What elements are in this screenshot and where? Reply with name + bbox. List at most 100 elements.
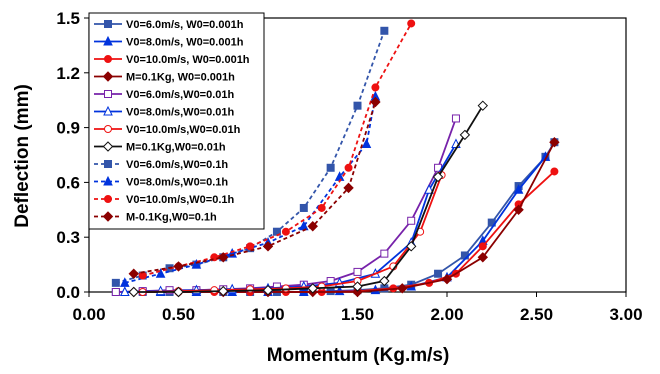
data-point	[119, 286, 130, 296]
legend-item: V0=6.0m/s,W0=0.1h	[94, 159, 228, 171]
legend-label: V0=6.0m/s, W0=0.001h	[126, 19, 244, 31]
legend-label: V0=8.0m/s, W0=0.001h	[126, 37, 244, 49]
data-point	[173, 261, 184, 272]
data-point	[434, 269, 443, 278]
legend-marker	[104, 20, 112, 28]
legend: V0=6.0m/s, W0=0.001h V0=8.0m/s, W0=0.001h…	[88, 12, 265, 230]
data-point	[210, 286, 219, 295]
data-point	[478, 242, 487, 251]
legend-item: V0=10.0m/s,W0=0.01h	[94, 124, 241, 136]
legend-marker	[102, 71, 114, 82]
data-point	[380, 249, 389, 258]
data-point	[371, 83, 380, 92]
data-point	[155, 268, 166, 278]
data-point	[326, 163, 335, 172]
legend-marker	[104, 160, 112, 168]
legend-label: V0=6.0m/s,W0=0.01h	[126, 89, 235, 101]
data-point	[262, 241, 274, 252]
data-point	[405, 241, 417, 252]
data-point	[307, 221, 318, 232]
data-point	[317, 203, 326, 212]
legend-item: M-0.1Kg,W0=0.1h	[94, 211, 217, 224]
data-point	[111, 288, 120, 296]
legend-label: V0=6.0m/s,W0=0.1h	[126, 159, 228, 171]
x-tick-label: 3.00	[609, 305, 642, 324]
series-line	[142, 174, 443, 293]
legend-label: M=0.1Kg,W0=0.01h	[126, 142, 226, 154]
data-point	[119, 277, 130, 287]
legend-marker	[102, 211, 114, 222]
legend-marker	[104, 55, 112, 63]
legend-item: M=0.1Kg,W0=0.01h	[94, 141, 226, 154]
data-point	[299, 203, 308, 212]
data-point	[477, 100, 489, 111]
legend-item: V0=6.0m/s,W0=0.01h	[94, 89, 235, 101]
y-tick-label: 0.3	[56, 228, 80, 247]
data-point	[352, 286, 363, 298]
data-point	[218, 285, 229, 297]
data-point	[441, 274, 453, 285]
data-point	[549, 137, 560, 148]
data-point	[317, 282, 326, 291]
y-axis-title: Deflection (mm)	[12, 84, 33, 228]
legend-label: V0=10.0m/s,W0=0.01h	[126, 124, 241, 136]
data-point	[128, 268, 139, 279]
data-point	[361, 138, 372, 149]
data-point	[424, 184, 434, 194]
data-point	[397, 283, 408, 294]
x-tick-label: 0.50	[162, 305, 195, 324]
data-point	[513, 204, 524, 216]
x-tick-label: 0.00	[72, 305, 105, 324]
legend-marker	[104, 90, 112, 98]
x-tick-label: 1.50	[341, 305, 374, 324]
legend-item: V0=10.0m/s,W0=0.1h	[94, 194, 235, 206]
data-point	[246, 285, 255, 294]
data-point	[407, 216, 416, 225]
legend-marker	[102, 141, 114, 152]
data-point	[432, 171, 444, 183]
data-point	[352, 281, 363, 292]
y-tick-label: 1.5	[56, 9, 80, 28]
data-point	[379, 275, 390, 287]
series-8	[128, 100, 489, 298]
data-point	[307, 283, 318, 294]
legend-label: M=0.1Kg, W0=0.001h	[126, 72, 235, 84]
x-tick-label: 2.00	[430, 305, 463, 324]
data-point	[353, 101, 362, 110]
data-point	[344, 163, 353, 172]
data-point	[353, 267, 362, 276]
y-tick-label: 0.0	[56, 283, 80, 302]
y-axis: 0.0 0.3 0.6 0.9 1.2 1.5	[56, 9, 89, 302]
data-point	[459, 129, 471, 141]
legend-item: V0=6.0m/s, W0=0.001h	[94, 19, 244, 31]
y-tick-label: 0.6	[56, 173, 80, 192]
legend-label: V0=10.0m/s,W0=0.1h	[126, 194, 235, 206]
legend-label: V0=10.0m/s, W0=0.001h	[126, 54, 250, 66]
legend-label: V0=8.0m/s,W0=0.01h	[126, 107, 235, 119]
legend-item: M=0.1Kg, W0=0.001h	[94, 71, 235, 84]
data-point	[550, 167, 559, 176]
data-point	[451, 114, 460, 123]
data-point	[111, 278, 120, 287]
legend-item: V0=8.0m/s,W0=0.1h	[94, 175, 228, 189]
x-axis: 0.00 0.50 1.00 1.50 2.00 2.50 3.00	[72, 292, 643, 324]
x-tick-label: 2.50	[520, 305, 553, 324]
legend-marker	[104, 125, 112, 133]
data-point	[380, 26, 389, 35]
series-12	[128, 96, 381, 279]
data-point	[246, 242, 255, 251]
y-tick-label: 1.2	[56, 64, 80, 83]
legend-label: M-0.1Kg,W0=0.1h	[126, 212, 217, 224]
data-point	[128, 286, 139, 298]
data-point	[407, 19, 416, 28]
data-point	[262, 284, 274, 296]
y-tick-label: 0.9	[56, 119, 80, 138]
data-point	[281, 284, 290, 293]
data-point	[191, 258, 202, 269]
series-layer	[111, 19, 560, 298]
data-point	[173, 286, 184, 298]
legend-box	[88, 12, 265, 230]
data-point	[370, 96, 381, 108]
